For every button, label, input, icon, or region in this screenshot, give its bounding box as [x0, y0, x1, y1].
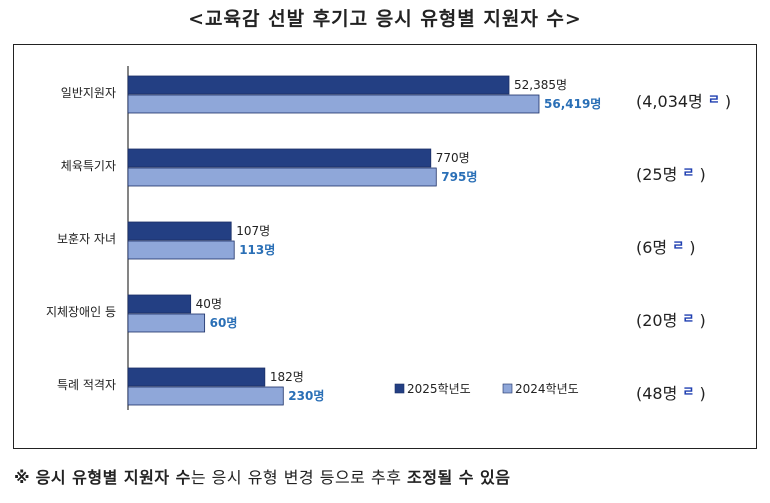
bar-2025	[127, 367, 266, 387]
category-label: 체육특기자	[61, 159, 116, 173]
footnote-text: 는 응시 유형 변경 등으로 추후	[190, 468, 402, 487]
change-label: (48명 ㄹ )	[636, 384, 706, 403]
change-arrow: ㄹ	[672, 239, 684, 254]
change-arrow: ㄹ	[682, 166, 694, 181]
data-label: 60명	[210, 316, 238, 330]
category-label: 보훈자 자녀	[57, 232, 116, 246]
change-close: )	[694, 165, 705, 184]
data-label: 107명	[236, 224, 270, 238]
change-close: )	[694, 384, 705, 403]
chart-title: <교육감 선발 후기고 응시 유형별 지원자 수>	[188, 8, 582, 30]
data-label: 52,385명	[514, 78, 567, 92]
category-label: 일반지원자	[61, 86, 116, 100]
data-label: 56,419명	[544, 97, 601, 111]
chart-frame	[13, 44, 757, 449]
bar-2025	[127, 75, 510, 95]
data-label: 795명	[441, 170, 477, 184]
legend-label: 2024학년도	[515, 382, 579, 396]
bar-2025	[127, 221, 232, 241]
data-label: 182명	[270, 370, 304, 384]
bar-2024	[127, 313, 206, 333]
category-label: 특례 적격자	[57, 378, 116, 392]
data-label: 230명	[288, 389, 324, 403]
change-close: )	[694, 311, 705, 330]
category-label: 지체장애인 등	[46, 305, 116, 319]
change-arrow: ㄹ	[708, 93, 720, 108]
bar-2024	[127, 167, 437, 187]
bar-2025	[127, 294, 192, 314]
change-close: )	[684, 238, 695, 257]
change-close: )	[720, 92, 731, 111]
footnote-bold-2: 조정될 수 있음	[407, 468, 511, 487]
change-label: (6명 ㄹ )	[636, 238, 696, 257]
legend-label: 2025학년도	[407, 382, 471, 396]
footnote-bold-1: 응시 유형별 지원자 수	[35, 468, 191, 487]
change-label: (25명 ㄹ )	[636, 165, 706, 184]
data-label: 40명	[196, 297, 222, 311]
legend-swatch	[394, 383, 405, 394]
change-arrow: ㄹ	[682, 312, 694, 327]
legend-swatch	[502, 383, 513, 394]
bar-2024	[127, 240, 235, 260]
footnote: ※ 응시 유형별 지원자 수는 응시 유형 변경 등으로 추후 조정될 수 있음	[14, 464, 511, 488]
change-arrow: ㄹ	[682, 385, 694, 400]
change-label: (20명 ㄹ )	[636, 311, 706, 330]
data-label: 113명	[239, 243, 275, 257]
change-label: (4,034명 ㄹ )	[636, 92, 731, 111]
footnote-mark: ※	[14, 468, 31, 487]
bar-2024	[127, 94, 540, 114]
bar-2025	[127, 148, 432, 168]
data-label: 770명	[436, 151, 470, 165]
bar-2024	[127, 386, 284, 406]
